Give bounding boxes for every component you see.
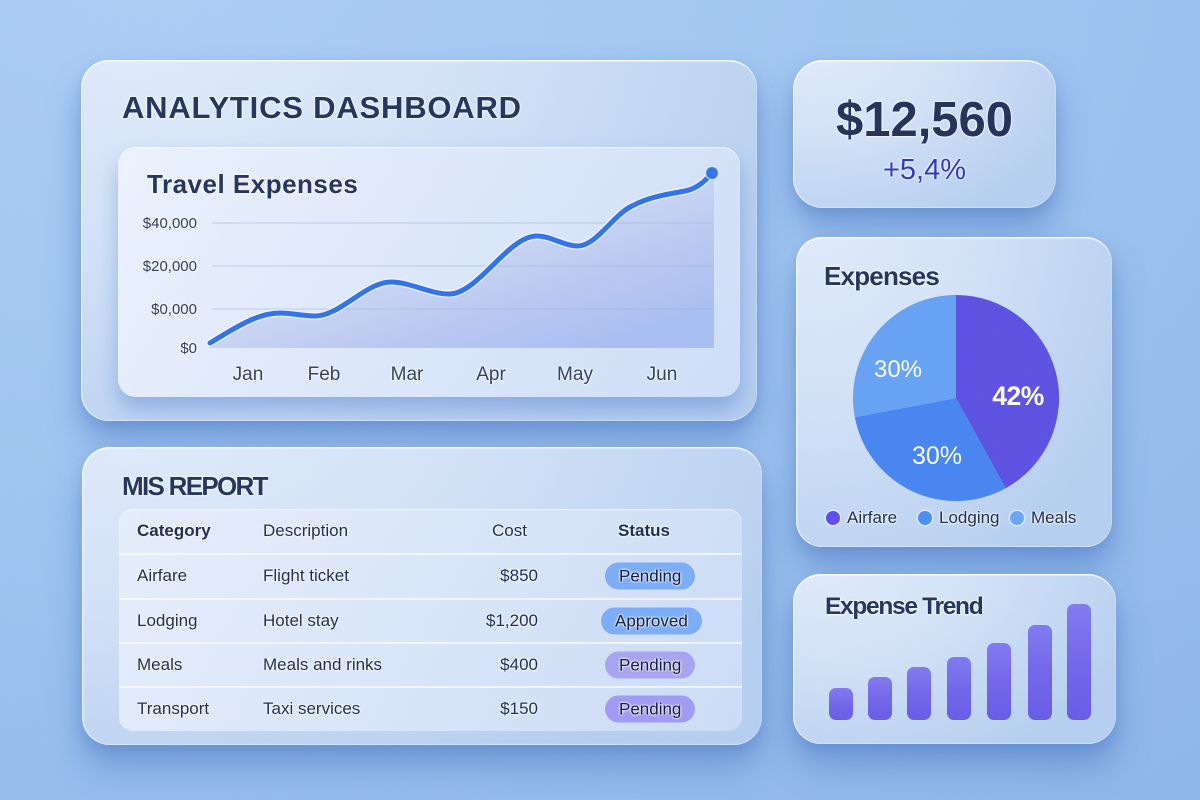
- svg-text:$0,000: $0,000: [151, 301, 197, 318]
- svg-text:Jun: Jun: [647, 364, 678, 385]
- svg-text:$40,000: $40,000: [143, 215, 197, 232]
- svg-text:Feb: Feb: [308, 364, 341, 385]
- svg-text:Mar: Mar: [391, 364, 424, 385]
- svg-text:Apr: Apr: [476, 364, 506, 385]
- svg-text:42%: 42%: [992, 381, 1044, 411]
- svg-text:Jan: Jan: [233, 364, 264, 385]
- svg-text:$20,000: $20,000: [143, 258, 197, 275]
- svg-text:30%: 30%: [912, 442, 962, 470]
- svg-text:$0: $0: [180, 340, 197, 357]
- svg-text:May: May: [557, 364, 593, 385]
- svg-text:30%: 30%: [874, 356, 922, 383]
